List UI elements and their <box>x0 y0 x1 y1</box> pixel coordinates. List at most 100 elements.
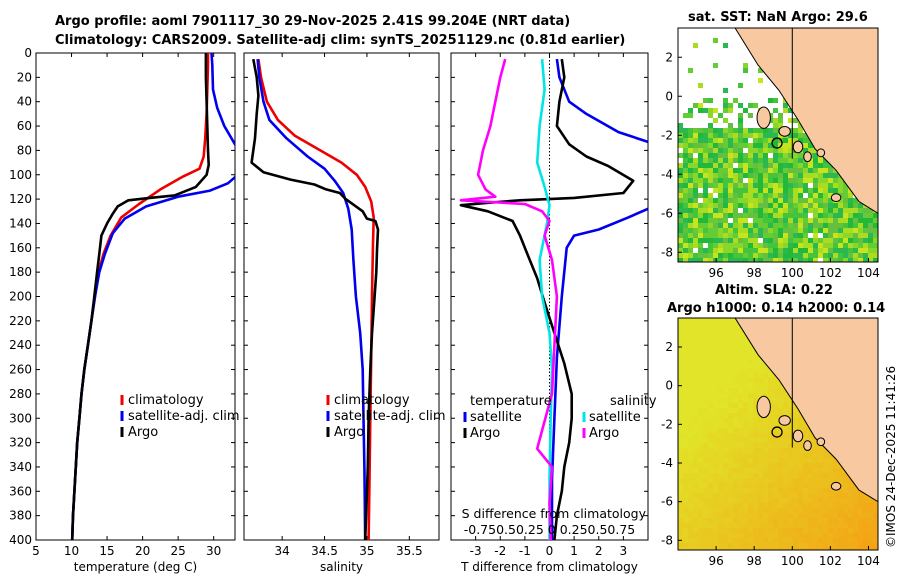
sst_map-island <box>756 106 771 129</box>
sla_map-xtick-label: 96 <box>708 554 723 568</box>
temperature-legend-label: Argo <box>128 425 158 440</box>
sla_map-island <box>792 429 804 443</box>
sla_map-xtick-label: 98 <box>747 554 762 568</box>
depth-tick-label: 400 <box>9 533 32 547</box>
sla_map-island <box>778 415 791 426</box>
salinity-legend-label: climatology <box>334 393 410 408</box>
sst_map-xtick-label: 96 <box>708 266 723 280</box>
salinity-panel: 34 34.5 35 35.5 salinity climatologysatellite… <box>243 52 446 574</box>
diff-legend-salinity-header: salinity <box>610 394 657 409</box>
depth-tick-label: 300 <box>9 411 32 425</box>
salinity-xlabel: salinity <box>320 560 363 574</box>
depth-tick-label: 180 <box>9 265 32 279</box>
sla_map-ytick-label: -4 <box>661 456 673 470</box>
sla-map-title-line2: Argo h1000: 0.14 h2000: 0.14 <box>667 301 886 316</box>
sst_map-ytick-label: -2 <box>661 128 673 142</box>
sst_map-xtick-label: 100 <box>781 266 804 280</box>
temperature-xtick-label: 5 <box>32 544 40 558</box>
difference-xtick-label: -2 <box>494 544 506 558</box>
diff-legend-label: satellite <box>470 410 522 425</box>
sst_map-island <box>816 148 826 158</box>
temperature-line-argo <box>70 53 210 540</box>
figure-title-line2: Climatology: CARS2009. Satellite-adj cli… <box>55 33 626 48</box>
temperature-xtick-label: 10 <box>64 544 79 558</box>
sst_map-panel: 96 98 100 102 104 2 0 -2 -4 -6 -8 <box>661 27 880 280</box>
temperature-xtick-label: 15 <box>99 544 114 558</box>
salinity-line-satellite-adj-clim <box>256 58 367 540</box>
sla_map-ytick-label: 2 <box>665 340 673 354</box>
sst_map-xtick-label: 102 <box>819 266 842 280</box>
difference-line-t-satellite <box>555 58 648 144</box>
sla_map-frame <box>677 317 879 551</box>
temperature-xtick-label: 25 <box>171 544 186 558</box>
depth-tick-label: 0 <box>24 46 32 60</box>
salinity-line-argo <box>250 58 380 540</box>
sst_map-ytick-label: -8 <box>661 245 673 259</box>
depth-tick-label: 340 <box>9 460 32 474</box>
diff-legend-label: Argo <box>589 426 619 441</box>
difference-line-t-satellite <box>550 207 648 540</box>
temperature-xtick-label: 30 <box>206 544 221 558</box>
sst_map-island <box>803 151 812 163</box>
difference-line-t-argo <box>459 58 635 540</box>
sla_map-island <box>756 395 771 419</box>
difference-xtick-label: 1 <box>570 544 578 558</box>
sst_map-argo-marker <box>771 137 783 149</box>
sst_map-ytick-label: -6 <box>661 206 673 220</box>
salinity-xtick-label: 34.5 <box>311 544 338 558</box>
diff-legend-temperature-header: temperature <box>470 394 552 409</box>
depth-tick-label: 20 <box>17 70 32 84</box>
difference-xlabel: T difference from climatology <box>460 560 638 574</box>
sla_map-ytick-label: -2 <box>661 417 673 431</box>
depth-tick-label: 160 <box>9 241 32 255</box>
difference-line-s-satellite <box>535 58 554 540</box>
difference-xtick-label: -3 <box>470 544 482 558</box>
depth-tick-label: 100 <box>9 168 32 182</box>
salinity-xtick-label: 35 <box>359 544 374 558</box>
sst_map-ytick-label: 2 <box>665 50 673 64</box>
sla_map-island <box>803 440 812 451</box>
temperature-xtick-label: 20 <box>135 544 150 558</box>
salinity-axes-box <box>243 52 440 541</box>
salinity-legend-label: satellite-adj. clim <box>334 409 446 424</box>
sst_map-ytick-label: 0 <box>665 89 673 103</box>
sla_map-xtick-label: 102 <box>819 554 842 568</box>
difference-xtick-label: -1 <box>519 544 531 558</box>
sla_map-panel: 96 98 100 102 104 2 0 -2 -4 -6 -8 <box>661 317 880 568</box>
figure-title-line1: Argo profile: aoml 7901117_30 29-Nov-202… <box>55 14 571 29</box>
temperature-axes-box <box>35 52 236 541</box>
sst-map-title: sat. SST: NaN Argo: 29.6 <box>688 10 868 25</box>
sla_map-ytick-label: -6 <box>661 495 673 509</box>
depth-tick-label: 60 <box>17 119 32 133</box>
sst_map-island <box>830 193 842 203</box>
sst_map-xtick-label: 104 <box>857 266 880 280</box>
sla_map-ytick-label: -8 <box>661 533 673 547</box>
difference-panel: -3 -2 -1 0 1 2 3 T difference from climatology t… <box>450 52 657 574</box>
depth-tick-label: 200 <box>9 290 32 304</box>
temperature-legend-label: climatology <box>128 393 204 408</box>
temperature-legend-label: satellite-adj. clim <box>128 409 240 424</box>
sla_map-island <box>816 437 826 447</box>
depth-tick-label: 360 <box>9 484 32 498</box>
salinity-xtick-label: 35.5 <box>396 544 423 558</box>
difference-xtick-label: 0 <box>546 544 554 558</box>
salinity-difference-tick-labels: -0.750.50.25 0 0.250.50.75 <box>464 522 636 537</box>
difference-xtick-label: 2 <box>595 544 603 558</box>
sla_map-landmass <box>734 318 878 503</box>
sla_map-xtick-label: 100 <box>781 554 804 568</box>
depth-tick-label: 120 <box>9 192 32 206</box>
difference-xtick-label: 3 <box>620 544 628 558</box>
depth-tick-label: 240 <box>9 338 32 352</box>
sst_map-frame <box>677 27 879 263</box>
diff-legend-label: Argo <box>470 426 500 441</box>
sst_map-ytick-label: -4 <box>661 167 673 181</box>
depth-tick-label: 140 <box>9 216 32 230</box>
difference-line-s-argo <box>459 58 559 540</box>
sla_map-island <box>830 481 842 491</box>
sst_map-island <box>778 125 791 137</box>
depth-tick-label: 380 <box>9 509 32 523</box>
salinity-legend-label: Argo <box>334 425 364 440</box>
diff-legend-label: satellite <box>589 410 641 425</box>
salinity-difference-axis-label: S difference from climatology <box>462 506 647 521</box>
